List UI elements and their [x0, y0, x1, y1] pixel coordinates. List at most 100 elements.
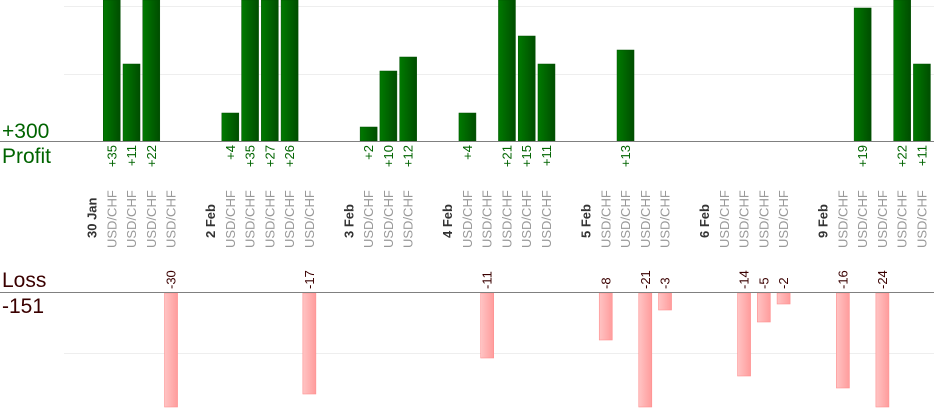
loss-bar[interactable] [480, 292, 495, 359]
pair-label: USD/CHF [539, 190, 554, 248]
loss-value-label: -14 [737, 270, 752, 289]
date-label: 3 Feb [341, 204, 356, 238]
profit-value-label: +4 [460, 145, 475, 160]
loss-bar[interactable] [302, 292, 317, 395]
profit-value-label: +4 [223, 145, 238, 160]
loss-value-label: -30 [164, 270, 179, 289]
profit-bar[interactable] [241, 0, 259, 142]
loss-value-label: -11 [480, 271, 495, 289]
pair-label: USD/CHF [717, 190, 732, 248]
profit-value-label: +11 [124, 145, 139, 166]
profit-value-label: +15 [519, 145, 534, 167]
pair-label: USD/CHF [895, 190, 910, 248]
pair-label: USD/CHF [914, 190, 929, 248]
profit-bar[interactable] [122, 63, 141, 142]
date-label: 5 Feb [579, 204, 594, 238]
profit-value-label: +22 [895, 145, 910, 167]
loss-value-label: -21 [638, 270, 653, 289]
profit-total: +300 [2, 120, 49, 143]
profit-bar[interactable] [498, 0, 516, 142]
pair-label: USD/CHF [164, 190, 179, 248]
loss-value-label: -3 [658, 277, 673, 289]
profit-bar[interactable] [359, 126, 378, 142]
pair-label: USD/CHF [519, 190, 534, 248]
pair-label: USD/CHF [737, 190, 752, 248]
profit-value-label: +35 [104, 145, 119, 167]
pair-label: USD/CHF [756, 190, 771, 248]
profit-bar[interactable] [379, 70, 398, 142]
loss-value-label: -24 [875, 270, 890, 289]
pair-label: USD/CHF [223, 190, 238, 248]
profit-bar[interactable] [458, 112, 477, 142]
profit-bar[interactable] [537, 63, 556, 142]
date-label: 9 Feb [816, 204, 831, 238]
profit-bar[interactable] [280, 0, 299, 142]
pair-label: USD/CHF [302, 190, 317, 248]
loss-total: -151 [2, 295, 44, 318]
pair-label: USD/CHF [875, 190, 890, 248]
profit-value-label: +11 [914, 145, 929, 166]
pair-label: USD/CHF [480, 190, 495, 248]
loss-bar[interactable] [658, 292, 672, 311]
loss-bar[interactable] [638, 292, 653, 408]
profit-value-label: +35 [243, 145, 258, 167]
loss-value-label: -2 [776, 277, 791, 289]
pair-label: USD/CHF [658, 190, 673, 248]
pair-label: USD/CHF [262, 190, 277, 248]
loss-bar[interactable] [776, 292, 791, 305]
pair-label: USD/CHF [855, 190, 870, 248]
profit-bar[interactable] [853, 7, 872, 142]
pair-label: USD/CHF [381, 190, 396, 248]
profit-bar[interactable] [399, 56, 417, 142]
date-label: 30 Jan [85, 197, 100, 238]
loss-value-label: -17 [302, 270, 317, 289]
profit-value-label: +27 [262, 145, 277, 167]
pair-label: USD/CHF [124, 190, 139, 248]
date-label: 4 Feb [440, 204, 455, 238]
profit-bar[interactable] [221, 112, 240, 142]
pair-label: USD/CHF [401, 190, 416, 248]
profit-value-label: +19 [855, 145, 870, 167]
date-label: 6 Feb [697, 204, 712, 238]
profit-value-label: +13 [618, 145, 633, 167]
pair-label: USD/CHF [460, 190, 475, 248]
profit-bar[interactable] [103, 0, 121, 142]
profit-bar[interactable] [893, 0, 911, 142]
profit-bar[interactable] [142, 0, 161, 142]
profit-bar[interactable] [261, 0, 279, 142]
loss-bar[interactable] [737, 292, 751, 377]
pair-label: USD/CHF [638, 190, 653, 248]
profit-value-label: +2 [361, 145, 376, 160]
loss-bar[interactable] [757, 292, 771, 323]
loss-bar[interactable] [164, 292, 178, 408]
pair-label: USD/CHF [835, 190, 850, 248]
loss-bar[interactable] [836, 292, 850, 389]
loss-value-label: -8 [598, 277, 613, 289]
profit-value-label: +22 [144, 145, 159, 167]
loss-bar[interactable] [875, 292, 890, 408]
profit-value-label: +26 [282, 145, 297, 167]
loss-label: Loss [2, 269, 46, 292]
pair-label: USD/CHF [104, 190, 119, 248]
pair-label: USD/CHF [282, 190, 297, 248]
profit-value-label: +10 [381, 145, 396, 167]
loss-bar[interactable] [598, 292, 613, 341]
profit-value-label: +21 [499, 145, 514, 167]
date-label: 2 Feb [203, 204, 218, 238]
profit-bar[interactable] [616, 49, 635, 142]
profit-value-label: +12 [401, 145, 416, 167]
loss-value-label: -5 [756, 277, 771, 289]
profit-bar[interactable] [517, 35, 536, 142]
pair-label: USD/CHF [598, 190, 613, 248]
pair-label: USD/CHF [618, 190, 633, 248]
profit-value-label: +11 [539, 145, 554, 166]
pair-label: USD/CHF [243, 190, 258, 248]
profit-bar[interactable] [913, 63, 931, 142]
profit-label: Profit [2, 145, 51, 168]
pair-label: USD/CHF [144, 190, 159, 248]
pair-label: USD/CHF [499, 190, 514, 248]
pair-label: USD/CHF [776, 190, 791, 248]
loss-value-label: -16 [835, 270, 850, 289]
pair-label: USD/CHF [361, 190, 376, 248]
